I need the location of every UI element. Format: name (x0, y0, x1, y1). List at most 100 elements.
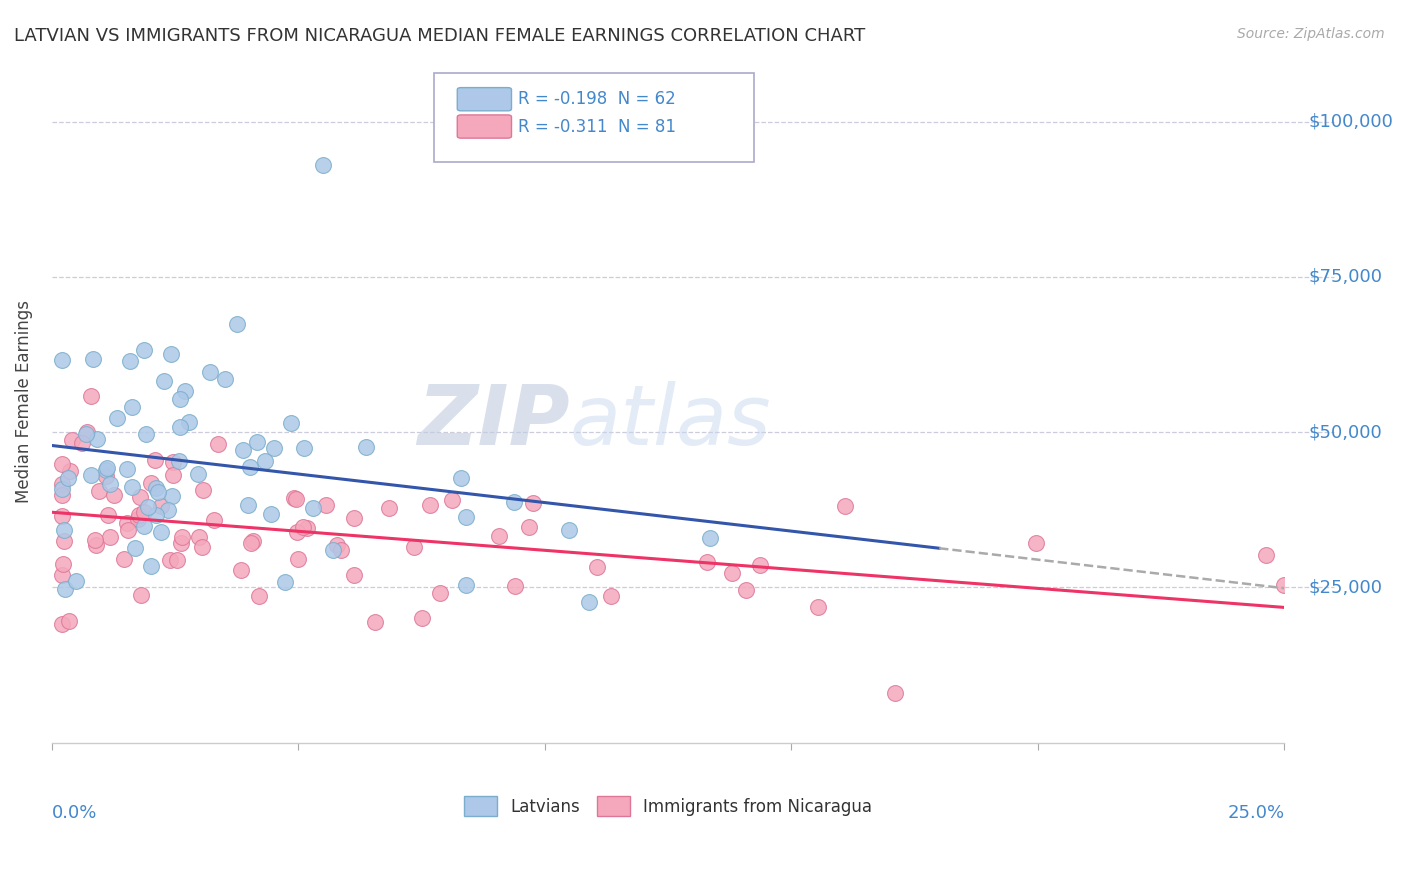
Point (136, 500, 159, 514)
Point (295, 521, 318, 535)
Text: $50,000: $50,000 (1309, 423, 1382, 442)
Point (242, 533, 264, 548)
Point (287, 552, 309, 566)
Point (86, 433, 108, 447)
Point (121, 400, 143, 414)
Point (696, 555, 718, 569)
Point (402, 541, 425, 555)
Point (246, 434, 269, 449)
Point (120, 354, 142, 368)
Point (51, 568, 73, 582)
Point (162, 455, 184, 469)
Point (586, 559, 609, 574)
Point (503, 579, 526, 593)
Point (94, 463, 117, 477)
Point (456, 577, 478, 591)
Point (124, 541, 146, 555)
Point (280, 416, 302, 430)
Point (325, 538, 347, 552)
Point (834, 500, 856, 514)
Point (105, 411, 128, 425)
Point (51, 352, 73, 367)
Point (330, 543, 353, 558)
Point (1254, 548, 1277, 562)
Point (51, 488, 73, 502)
Point (450, 471, 472, 485)
Point (302, 500, 325, 515)
Point (103, 488, 125, 502)
Point (198, 365, 221, 379)
Point (247, 589, 270, 603)
Point (1025, 536, 1047, 550)
Point (149, 499, 172, 513)
Point (274, 574, 297, 589)
Point (132, 505, 155, 519)
Point (558, 523, 581, 537)
Point (253, 453, 276, 467)
Point (721, 566, 744, 581)
Point (343, 568, 366, 582)
Point (488, 529, 510, 543)
Point (94, 468, 117, 483)
Point (419, 498, 441, 512)
Point (131, 588, 153, 602)
Point (285, 524, 308, 539)
Point (83, 533, 105, 547)
Point (169, 535, 191, 549)
Point (440, 492, 463, 507)
FancyBboxPatch shape (457, 115, 512, 138)
Point (159, 553, 181, 567)
Point (225, 317, 247, 331)
Point (82, 352, 104, 367)
Point (115, 462, 138, 476)
Point (58, 614, 80, 628)
Text: LATVIAN VS IMMIGRANTS FROM NICARAGUA MEDIAN FEMALE EARNINGS CORRELATION CHART: LATVIAN VS IMMIGRANTS FROM NICARAGUA MED… (14, 27, 865, 45)
Point (169, 392, 191, 407)
Point (149, 525, 172, 540)
Text: R = -0.311  N = 81: R = -0.311 N = 81 (517, 118, 676, 136)
Point (734, 582, 756, 597)
Text: $75,000: $75,000 (1309, 268, 1384, 286)
Point (134, 343, 156, 358)
Point (807, 600, 830, 615)
Point (1272, 578, 1295, 592)
Point (214, 372, 236, 386)
Point (236, 499, 259, 513)
Point (152, 374, 174, 388)
Point (599, 589, 621, 603)
Point (98, 530, 121, 544)
FancyBboxPatch shape (434, 73, 755, 162)
Point (202, 513, 225, 527)
Point (343, 510, 366, 524)
Point (207, 436, 229, 450)
Point (884, 686, 907, 700)
Point (517, 520, 540, 534)
Point (169, 453, 191, 467)
Point (100, 477, 122, 491)
Point (312, 158, 335, 172)
Text: R = -0.198  N = 62: R = -0.198 N = 62 (517, 90, 675, 108)
Text: 25.0%: 25.0% (1227, 804, 1284, 822)
Point (76, 425, 98, 440)
Point (58, 471, 80, 485)
Point (135, 427, 157, 442)
Point (172, 530, 194, 544)
Point (127, 511, 149, 525)
Point (72, 436, 94, 450)
Point (174, 384, 197, 398)
Point (240, 536, 263, 550)
Point (354, 440, 377, 454)
Point (260, 507, 283, 521)
Point (132, 519, 155, 533)
Point (65, 574, 87, 589)
Point (166, 553, 188, 567)
Point (322, 542, 344, 557)
Point (522, 496, 544, 510)
Point (115, 516, 138, 531)
Point (378, 500, 401, 515)
Point (51, 457, 73, 471)
Point (157, 503, 180, 517)
Point (87, 483, 110, 498)
Point (145, 481, 167, 495)
Point (187, 467, 209, 482)
